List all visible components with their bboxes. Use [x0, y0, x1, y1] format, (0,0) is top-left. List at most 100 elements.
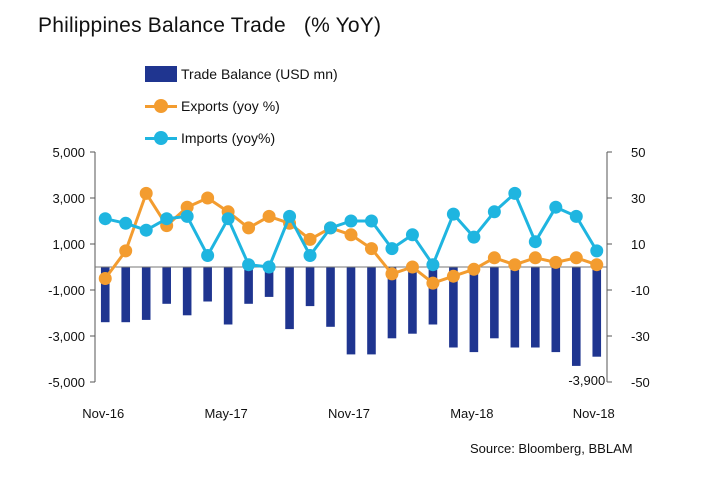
exports-point	[242, 221, 256, 235]
legend-item-exports: Exports (yoy %)	[145, 90, 338, 122]
trade-balance-bar	[203, 267, 212, 302]
x-tick-label: Nov-17	[328, 406, 370, 421]
trade-balance-bar	[387, 267, 397, 339]
trade-balance-bar	[223, 267, 233, 325]
exports-point	[139, 186, 153, 200]
imports-point	[160, 212, 174, 226]
y-right-tick-label: -30	[631, 329, 650, 344]
exports-point	[344, 228, 358, 242]
exports-point	[446, 269, 460, 283]
imports-point	[364, 214, 378, 228]
imports-point	[467, 230, 481, 244]
imports-point	[528, 235, 542, 249]
imports-point	[508, 186, 522, 200]
trade-balance-bar	[510, 267, 520, 348]
trade-balance-bar	[551, 267, 561, 353]
exports-point	[467, 262, 481, 276]
legend-swatch-exports	[145, 98, 177, 114]
imports-point	[180, 209, 194, 223]
imports-point	[549, 200, 563, 214]
y-right-tick-label: -10	[631, 283, 650, 298]
y-right-tick-label: 30	[631, 191, 645, 206]
exports-point	[262, 209, 276, 223]
imports-point	[201, 249, 215, 262]
trade-balance-bar	[305, 267, 315, 307]
trade-balance-bar	[141, 267, 151, 320]
y-left-tick-label: -3,000	[48, 329, 85, 344]
y-left-tick-label: 1,000	[52, 237, 85, 252]
chart-legend: Trade Balance (USD mn) Exports (yoy %) I…	[145, 58, 338, 154]
exports-point	[385, 267, 399, 281]
trade-balance-bar	[408, 267, 417, 334]
trade-balance-bar	[469, 267, 479, 353]
trade-balance-bar	[428, 267, 438, 325]
trade-balance-bar	[346, 267, 356, 355]
trade-balance-bar	[285, 267, 294, 330]
exports-point	[528, 251, 542, 265]
trade-balance-bar	[326, 267, 335, 327]
exports-point	[303, 232, 317, 246]
exports-point	[590, 258, 604, 272]
last-value-annotation: -3,900	[568, 373, 605, 388]
trade-balance-bar	[571, 267, 581, 366]
exports-point	[508, 258, 522, 272]
trade-balance-bar	[449, 267, 458, 348]
source-note: Source: Bloomberg, BBLAM	[470, 441, 633, 456]
imports-point	[242, 258, 256, 272]
legend-item-imports: Imports (yoy%)	[145, 122, 338, 154]
imports-point	[590, 244, 604, 258]
imports-point	[303, 249, 317, 262]
imports-point	[569, 209, 583, 223]
y-right-tick-label: 10	[631, 237, 645, 252]
exports-point	[98, 272, 112, 285]
trade-balance-bar	[531, 267, 540, 348]
imports-point	[119, 216, 133, 230]
imports-point	[283, 209, 297, 223]
chart-title: Philippines Balance Trade (% YoY)	[38, 14, 382, 37]
imports-point	[98, 212, 112, 226]
trade-balance-bar	[367, 267, 376, 355]
trade-balance-bar	[182, 267, 192, 316]
exports-point	[549, 255, 563, 269]
legend-swatch-imports	[145, 130, 177, 146]
x-tick-label: May-17	[204, 406, 247, 421]
imports-point	[385, 242, 399, 256]
exports-point	[426, 276, 440, 290]
exports-point	[364, 242, 378, 256]
trade-balance-bar	[490, 267, 499, 339]
trade-balance-bar	[592, 267, 602, 357]
y-right-tick-label: 50	[631, 145, 645, 160]
exports-point	[119, 244, 133, 258]
x-tick-label: Nov-18	[573, 406, 615, 421]
imports-point	[262, 260, 276, 274]
trade-balance-bar	[244, 267, 253, 304]
x-tick-label: May-18	[450, 406, 493, 421]
imports-point	[426, 258, 440, 272]
y-left-tick-label: 5,000	[52, 145, 85, 160]
exports-point	[201, 191, 215, 205]
trade-balance-bar	[121, 267, 131, 323]
legend-label-trade-balance: Trade Balance (USD mn)	[181, 66, 338, 82]
y-right-tick-label: -50	[631, 375, 650, 390]
imports-point	[487, 205, 501, 219]
y-left-tick-label: -5,000	[48, 375, 85, 390]
trade-balance-bar	[264, 267, 274, 297]
exports-point	[180, 200, 194, 214]
trade-balance-bar	[100, 267, 110, 323]
imports-point	[221, 212, 235, 226]
imports-point	[344, 214, 358, 228]
trade-balance-bar	[162, 267, 171, 304]
legend-label-exports: Exports (yoy %)	[181, 98, 280, 114]
y-left-tick-label: -1,000	[48, 283, 85, 298]
legend-swatch-trade-balance	[145, 66, 177, 82]
imports-point	[139, 223, 153, 237]
exports-point	[405, 260, 419, 274]
legend-item-trade-balance: Trade Balance (USD mn)	[145, 58, 338, 90]
imports-point	[405, 228, 419, 242]
imports-point	[324, 221, 338, 235]
x-tick-label: Nov-16	[82, 406, 124, 421]
y-left-tick-label: 3,000	[52, 191, 85, 206]
exports-point	[569, 251, 583, 265]
imports-point	[446, 207, 460, 221]
